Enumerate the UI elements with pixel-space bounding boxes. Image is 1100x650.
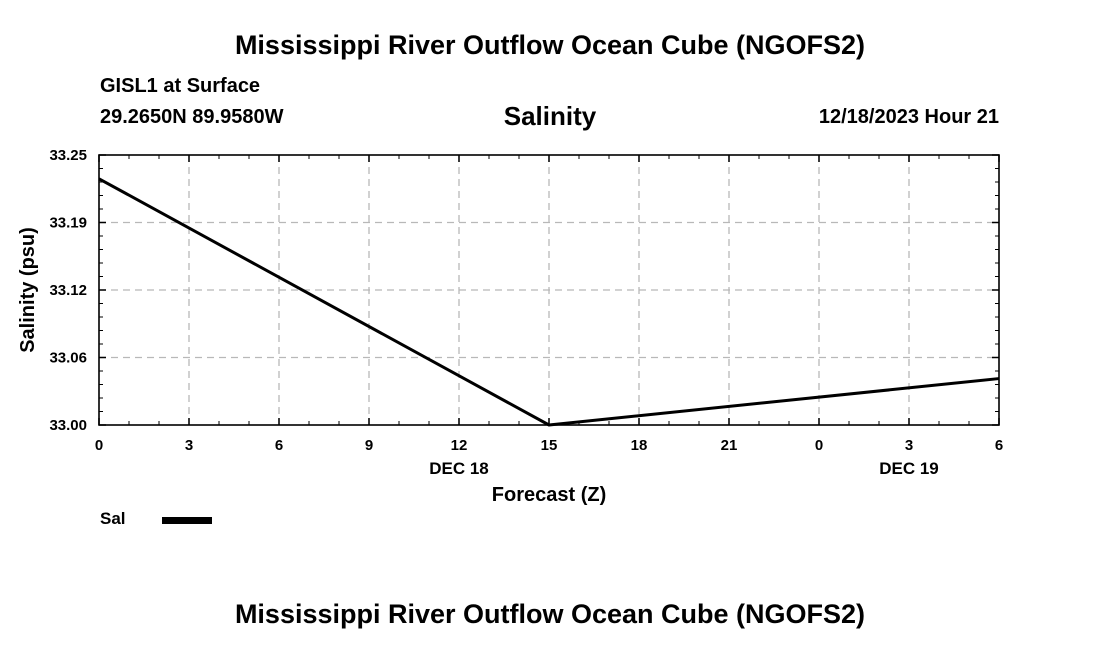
station-label: GISL1 at Surface [100,75,261,97]
x-tick-label: 18 [631,437,648,454]
labels: 0 3 6 9 12 15 18 21 0 3 6 DEC 18 DEC 19 33.00 33.06 33.… [17,147,1003,506]
x-tick-label: 3 [905,437,913,454]
y-tick-label: 33.06 [49,350,87,367]
grid [99,155,999,425]
x-tick-label: 15 [541,437,558,454]
y-tick-label: 33.25 [49,147,87,164]
x-tick-label: 6 [995,437,1003,454]
x-tick-label: 0 [815,437,823,454]
x-date-label: DEC 18 [429,459,489,478]
x-tick-label: 3 [185,437,193,454]
x-tick-label: 12 [451,437,468,454]
x-tick-label: 21 [721,437,738,454]
y-tick-label: 33.12 [49,282,87,299]
chart-title: Mississippi River Outflow Ocean Cube (NG… [234,30,866,60]
legend-label: Sal [100,509,126,528]
x-date-label: DEC 19 [879,459,939,478]
x-tick-label: 0 [95,437,103,454]
y-axis-label: Salinity (psu) [17,227,39,353]
x-axis-label: Forecast (Z) [492,484,606,506]
coordinates-label: 29.2650N 89.9580W [100,106,284,128]
x-tick-label: 6 [275,437,283,454]
footer-title: Mississippi River Outflow Ocean Cube (NG… [234,599,866,629]
y-tick-label: 33.19 [49,215,87,232]
x-tick-label: 9 [365,437,373,454]
y-tick-label: 33.00 [49,417,87,434]
series-layer [98,177,1000,427]
legend-swatch [162,517,212,524]
datetime-label: 12/18/2023 Hour 21 [818,106,999,128]
series-line-sal [98,177,1000,427]
variable-title: Salinity [503,101,597,131]
